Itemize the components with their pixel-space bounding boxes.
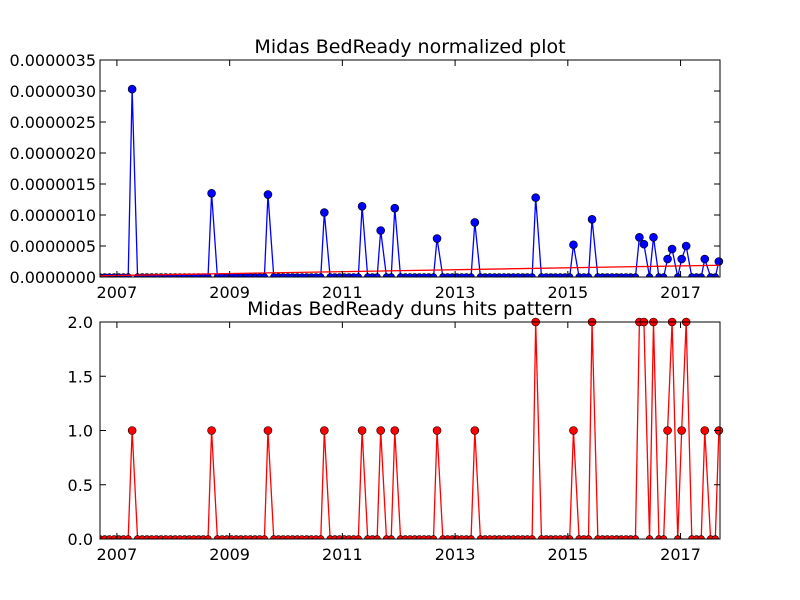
y-tick-label: 1.5 [68, 367, 93, 386]
plot-area [100, 317, 724, 539]
y-tick-label: 0.0000010 [9, 206, 96, 225]
data-point-spike [470, 426, 480, 435]
data-point-spike [663, 426, 672, 435]
data-point-spike [263, 190, 273, 199]
y-tick-label: 0.0000030 [9, 82, 96, 101]
data-point-spike [432, 234, 442, 243]
data-point-spike [639, 239, 649, 249]
data-point-spike [207, 189, 216, 198]
trend-line [100, 264, 721, 277]
data-point-spike [714, 257, 724, 266]
data-point-spike [263, 426, 273, 435]
data-point [317, 273, 325, 277]
chart-title: Midas BedReady duns hits pattern [247, 298, 573, 320]
x-tick-label: 2017 [660, 545, 701, 564]
x-tick-label: 2013 [435, 283, 476, 302]
x-tick-label: 2011 [322, 283, 363, 302]
x-tick-label: 2009 [209, 283, 250, 302]
data-point-spike [357, 202, 367, 211]
data-point-spike [376, 426, 385, 435]
data-point-spike [700, 254, 710, 264]
x-tick-label: 2015 [547, 283, 588, 302]
y-tick-label: 0.0000000 [9, 268, 96, 287]
data-point-spike [649, 233, 658, 242]
series-line [100, 321, 720, 539]
data-point-spike [569, 426, 578, 435]
y-tick-label: 0.5 [68, 476, 93, 495]
data-point-spike [531, 193, 540, 202]
duns-hits-panel: 2007 2009 2011 2013 2015 2017 0.0 0.5 1.0 1.5 2.0 M… [68, 298, 724, 564]
y-tick-label: 0.0000020 [9, 144, 96, 163]
x-tick-label: 2009 [209, 545, 250, 564]
y-tick-label: 1.0 [68, 422, 93, 441]
data-point-spike [320, 208, 329, 217]
axes-frame [99, 321, 721, 540]
data-point-spike [432, 426, 442, 435]
data-point-spike [207, 426, 216, 435]
data-point-spike [357, 426, 367, 435]
y-tick-label: 0.0000015 [9, 175, 96, 194]
normalized-plot-panel: 2007 2009 2011 2013 2015 2017 0.0000000 0.00000… [9, 36, 724, 302]
data-point-spike [677, 426, 686, 435]
series-line [100, 89, 720, 277]
y-tick-label: 2.0 [68, 313, 93, 332]
data-point-spike [470, 218, 480, 227]
data-point [674, 273, 682, 277]
y-tick-label: 0.0000025 [9, 113, 96, 132]
data-point [659, 273, 668, 277]
data-point-spike [587, 215, 597, 224]
data-point-spike [681, 241, 691, 251]
x-tick-label: 2011 [322, 545, 363, 564]
data-point-spike [127, 84, 137, 94]
data-point [631, 273, 640, 277]
axes-frame [99, 59, 721, 278]
data-point-spike [390, 426, 400, 435]
y-tick-label: 0.0000005 [9, 237, 96, 256]
data-point-spike [677, 254, 686, 264]
data-point [711, 273, 719, 277]
data-point-spike [320, 426, 329, 435]
data-point [429, 273, 438, 277]
data-point-spike [569, 240, 578, 250]
data-point-spike [663, 254, 672, 264]
x-tick-label: 2007 [97, 283, 138, 302]
data-point-spike [700, 426, 710, 435]
data-point-spike [127, 426, 137, 435]
data-point [373, 273, 381, 277]
data-point [584, 273, 593, 277]
data-point-spike [667, 244, 677, 254]
x-tick-label: 2015 [547, 545, 588, 564]
data-point [354, 273, 363, 277]
data-point [387, 273, 395, 277]
x-tick-label: 2007 [97, 545, 138, 564]
y-tick-label: 0.0 [68, 530, 93, 549]
data-point [528, 273, 536, 277]
data-point-spike [635, 233, 644, 242]
chart-title: Midas BedReady normalized plot [254, 36, 565, 58]
x-tick-label: 2017 [660, 283, 701, 302]
plot-area [100, 84, 724, 277]
data-point-spike [390, 203, 400, 213]
data-point-spike [376, 226, 385, 235]
data-point [467, 273, 475, 277]
y-tick-label: 0.0000035 [9, 51, 96, 70]
data-point [645, 273, 654, 277]
x-tick-label: 2013 [435, 545, 476, 564]
data-point [697, 273, 705, 277]
